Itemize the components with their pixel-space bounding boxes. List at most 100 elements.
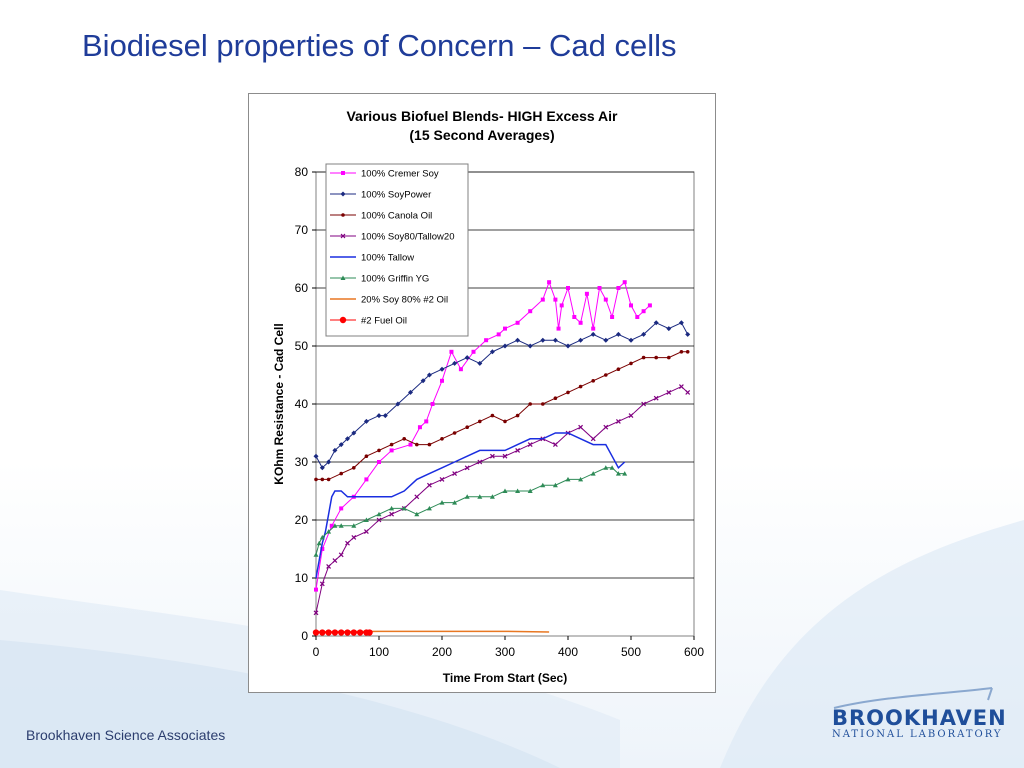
legend-label: 100% Tallow [361,253,414,264]
data-point [679,350,684,354]
series-line-3 [315,386,689,613]
logo-main-text: BROOKHAVEN [832,706,1007,730]
data-point [603,297,608,302]
x-tick-label: 200 [432,645,452,659]
data-point [471,349,476,354]
data-point [489,494,495,499]
data-point [377,448,381,453]
data-point [464,494,470,499]
data-point [351,430,357,436]
data-point [641,355,646,360]
series-line-1 [315,322,689,469]
data-point [553,297,558,302]
logo-sub-text: NATIONAL LABORATORY [832,729,1003,740]
series-line-4 [315,432,626,579]
data-point [540,297,545,302]
data-point [616,367,621,372]
data-point [427,442,432,447]
legend-label: #2 Fuel Oil [361,316,407,327]
legend-swatch-marker [340,275,346,280]
data-point [338,442,344,448]
data-point [559,303,564,308]
legend-box [325,163,469,337]
series-line-0 [315,280,651,590]
data-point [667,355,671,360]
data-point [414,511,420,517]
data-point [591,326,596,331]
data-point [685,389,691,395]
legend-swatch-marker [340,191,346,197]
data-point [363,517,369,522]
data-point [578,424,584,430]
x-tick-label: 500 [621,645,641,659]
data-point [685,331,691,337]
data-point [597,286,602,290]
data-point [565,343,571,349]
data-point [424,419,429,424]
data-point [578,384,583,389]
data-point [552,482,558,488]
data-point [377,460,381,464]
data-point [389,505,395,511]
legend-label: 100% Soy80/Tallow20 [361,232,454,243]
data-point [326,563,332,569]
data-point [320,477,325,482]
legend-label: 100% SoyPower [361,190,431,201]
data-point [351,523,357,528]
y-tick-label: 20 [295,513,309,527]
data-point [610,315,615,319]
slide-title: Biodiesel properties of Concern – Cad ce… [82,28,677,63]
data-point [440,437,444,441]
legend-label: 100% Canola Oil [361,211,432,222]
data-point [489,349,495,355]
data-point [339,471,343,476]
data-point [389,442,394,447]
x-tick-label: 100 [369,645,389,659]
data-point [603,465,609,470]
data-point [319,534,325,540]
data-point [666,326,672,332]
data-point [603,337,609,343]
data-point [364,477,369,482]
y-axis-label: KOhm Resistance - Cad Cell [272,323,286,484]
data-point [515,413,520,418]
data-point [584,291,589,296]
x-tick-label: 0 [313,645,320,659]
data-point [496,332,501,337]
data-point [653,395,659,401]
data-point [338,523,344,528]
y-tick-label: 10 [295,571,309,585]
data-point [572,315,577,319]
footer-organization: Brookhaven Science Associates [26,727,226,743]
data-point [363,529,369,535]
data-point [622,280,627,285]
data-point [320,547,325,551]
data-point [590,436,596,442]
data-point [312,629,320,636]
chart-subtitle: (15 Second Averages) [409,127,555,143]
data-point [345,436,350,442]
data-point [464,355,470,361]
data-point [376,517,382,523]
data-point [490,413,495,418]
x-tick-label: 400 [558,645,578,659]
data-point [604,373,608,377]
chart-frame: Various Biofuel Blends- HIGH Excess Air … [248,93,716,693]
data-point [439,476,445,482]
data-point [319,581,325,587]
data-point [464,465,470,471]
y-tick-label: 30 [295,455,309,469]
legend-label: 100% Griffin YG [361,274,429,285]
data-point [578,476,584,482]
data-point [527,442,533,448]
data-point [389,511,395,517]
data-point [332,523,338,528]
data-point [316,540,322,546]
data-point [615,331,621,337]
data-point [622,471,628,476]
data-point [553,396,558,401]
data-point [426,372,432,378]
data-point [541,402,545,406]
data-point [540,337,546,343]
data-point [319,629,326,636]
